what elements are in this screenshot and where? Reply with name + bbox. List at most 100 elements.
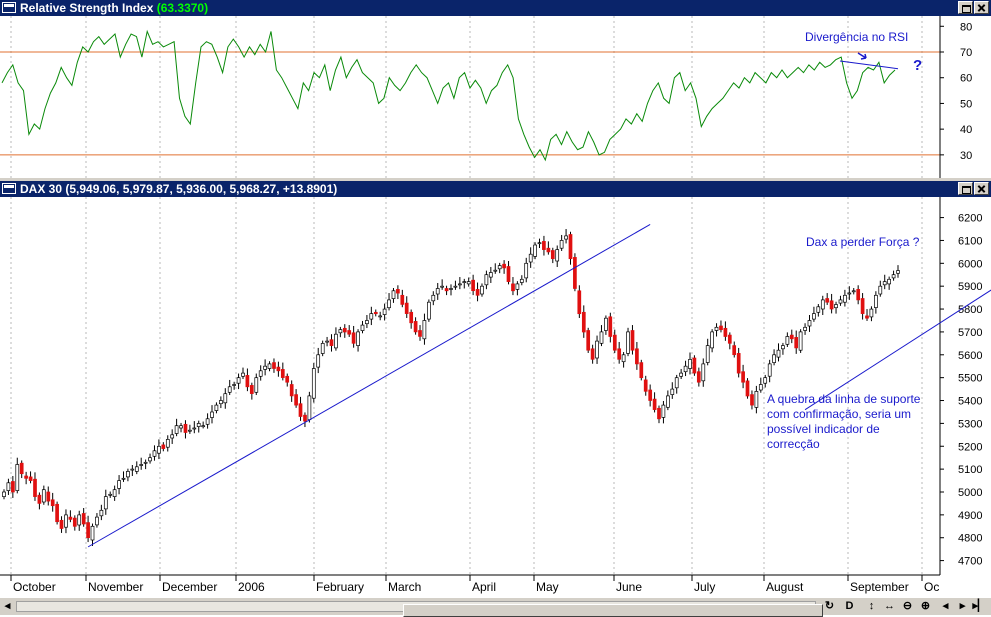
dax-candle-body — [590, 348, 595, 360]
dax-candle-body — [387, 299, 391, 309]
dax-candle-body — [276, 366, 281, 372]
dax-candle-body — [396, 289, 400, 294]
dax-candle-body — [453, 285, 458, 288]
dax-candle-body — [838, 299, 843, 304]
scrollbar-thumb[interactable] — [403, 604, 823, 617]
zoom-in-icon[interactable]: ⊕ — [920, 600, 931, 612]
pane-divider[interactable] — [0, 178, 991, 181]
dax-candle-body — [834, 304, 838, 309]
dax-candle-body — [64, 514, 68, 528]
dax-candle-body — [192, 427, 197, 430]
dax-candle-body — [710, 331, 714, 349]
dax-candle-body — [767, 363, 772, 377]
dax-candle-body — [758, 384, 763, 391]
rsi-close-button[interactable] — [974, 1, 989, 14]
dax-candle-body — [789, 334, 794, 340]
dax-candle-body — [874, 294, 878, 308]
rsi-tick-label: 60 — [960, 73, 972, 85]
dax-candle-body — [214, 404, 219, 411]
dax-candle-body — [546, 247, 551, 253]
dax-candle-body — [657, 407, 661, 420]
dax-candle-body — [205, 418, 210, 425]
dax-x-label: August — [766, 580, 804, 594]
dax-x-label: March — [388, 580, 421, 594]
dax-close-button[interactable] — [974, 182, 989, 195]
rsi-line — [1, 29, 896, 162]
dax-candle-body — [285, 375, 290, 383]
dax-candle-body — [519, 278, 524, 283]
dax-weakening-annotation: Dax a perder Força ? — [806, 235, 920, 249]
rsi-divergence-line — [839, 60, 899, 70]
dax-candle-body — [488, 272, 493, 278]
vertical-scale-icon[interactable]: ↕ — [868, 600, 875, 612]
dax-candle-body — [404, 302, 409, 314]
dax-candle-body — [511, 283, 515, 292]
dax-candle-body — [81, 513, 86, 525]
dax-x-label: Oc — [924, 580, 939, 594]
rsi-title: Relative Strength Index (63.3370) — [20, 1, 209, 15]
support-break-annotation: A quebra da linha de suporte com confirm… — [767, 392, 921, 451]
dax-candle-body — [781, 345, 785, 350]
dax-tick-label: 5700 — [958, 327, 982, 339]
dax-candle-body — [219, 400, 223, 405]
dax-candle-body — [891, 274, 896, 279]
dax-candle-body — [90, 525, 95, 541]
dax-x-label: September — [850, 580, 909, 594]
dax-candle-body — [338, 329, 343, 334]
rsi-minimize-button[interactable] — [958, 1, 973, 14]
dax-candle-body — [46, 491, 51, 502]
dax-candle-body — [139, 464, 144, 466]
pane-menu-icon[interactable] — [2, 2, 16, 13]
dax-candle-body — [502, 263, 506, 269]
dax-candle-body — [143, 461, 148, 464]
dax-candle-body — [183, 423, 188, 433]
dax-candle-body — [334, 333, 338, 349]
dax-candle-body — [24, 475, 28, 479]
pane-menu-icon[interactable] — [2, 183, 16, 194]
dax-candle-body — [705, 345, 710, 363]
dax-candle-body — [679, 372, 683, 377]
dax-tick-label: 5300 — [958, 418, 982, 430]
dax-candle-body — [50, 499, 55, 507]
dax-candle-body — [134, 466, 139, 472]
dax-candle-body — [466, 281, 471, 285]
dax-candle-body — [117, 480, 121, 489]
dax-candle-body — [736, 353, 741, 374]
scroll-back-icon[interactable]: ◂ — [942, 600, 949, 612]
dax-candle-body — [626, 331, 630, 354]
scroll-left-icon[interactable]: ◂ — [4, 600, 11, 612]
dax-candle-body — [847, 292, 852, 295]
dax-candle-body — [533, 244, 537, 257]
dax-candle-body — [604, 317, 608, 331]
dax-x-label: June — [616, 580, 642, 594]
dax-candle-body — [303, 414, 307, 422]
rsi-question-mark: ? — [913, 57, 923, 74]
dax-candle-body — [210, 411, 214, 418]
dax-candle-body — [360, 324, 365, 331]
dax-minimize-button[interactable] — [958, 182, 973, 195]
dax-candle-body — [803, 326, 807, 331]
dax-x-label: 2006 — [238, 580, 265, 594]
dax-candle-body — [727, 334, 732, 344]
dax-candle-body — [55, 503, 59, 523]
period-daily-button[interactable]: D — [845, 600, 854, 612]
dax-candle-body — [311, 368, 316, 399]
scroll-forward-icon[interactable]: ▸ — [959, 600, 966, 612]
dax-candle-body — [750, 394, 754, 406]
dax-candle-body — [99, 509, 104, 517]
dax-candle-body — [559, 240, 564, 249]
dax-candle-body — [179, 425, 183, 429]
chart-scrollbar[interactable] — [16, 601, 823, 617]
dax-candle-body — [537, 242, 542, 245]
zoom-out-icon[interactable]: ⊖ — [902, 600, 913, 612]
dax-candle-body — [652, 398, 657, 410]
scroll-end-icon[interactable]: ▸▏ — [972, 600, 987, 612]
rsi-tick-label: 30 — [960, 150, 972, 162]
dax-candle-body — [480, 285, 484, 295]
dax-candle-body — [577, 290, 582, 315]
dax-candle-body — [11, 481, 15, 493]
dax-candle-body — [130, 468, 135, 471]
horizontal-scale-icon[interactable]: ↔ — [884, 600, 895, 612]
dax-x-label: February — [316, 580, 364, 594]
refresh-icon[interactable]: ↻ — [824, 600, 835, 612]
